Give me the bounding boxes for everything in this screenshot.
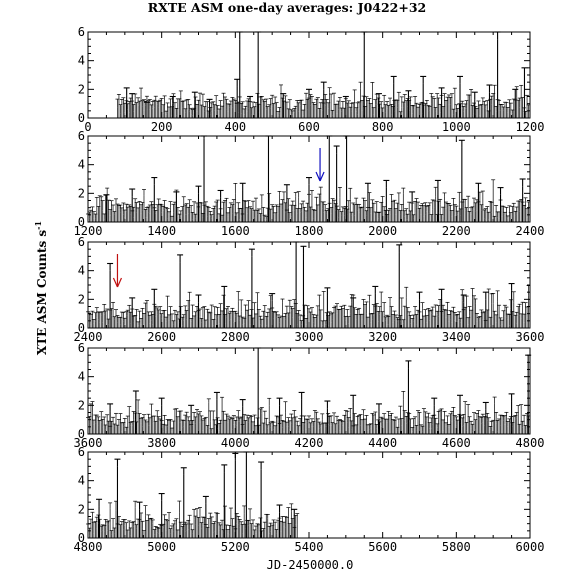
x-tick-label: 2000	[368, 224, 397, 238]
y-tick-label: 4	[78, 264, 85, 278]
panel-3: 2400 2600 2800 3000 3200 3400 3600 0 2 4 6	[74, 235, 545, 344]
arrow-head	[116, 277, 123, 288]
y-tick-label: 0	[78, 427, 85, 441]
data-series	[96, 451, 298, 538]
y-tick-label: 6	[78, 129, 85, 143]
arrow-head	[319, 171, 325, 182]
data-series	[107, 241, 515, 328]
y-tick-label: 0	[78, 111, 85, 125]
y-tick-label: 6	[78, 445, 85, 459]
chart-title: RXTE ASM one-day averages: J0422+32	[148, 0, 426, 15]
panel-4: 3600 3800 4000 4200 4400 4600 4800 0 2 4 6	[74, 341, 545, 450]
y-tick-label: 6	[78, 235, 85, 249]
x-tick-label: 3600	[516, 330, 545, 344]
y-tick-label: 6	[78, 25, 85, 39]
x-tick-label: 4200	[295, 436, 324, 450]
x-tick-label: 5800	[442, 540, 471, 554]
x-tick-label: 1400	[147, 224, 176, 238]
y-tick-label: 4	[78, 474, 85, 488]
panel-frame	[87, 451, 531, 539]
x-tick-label: 4600	[442, 436, 471, 450]
x-tick-label: 1800	[295, 224, 324, 238]
x-tick-label: 4800	[516, 436, 545, 450]
x-tick-label: 800	[372, 120, 394, 134]
y-axis-label: XTE ASM Counts s-1	[33, 221, 49, 355]
y-tick-label: 4	[78, 158, 85, 172]
data-series	[107, 347, 532, 434]
x-tick-label: 5400	[295, 540, 324, 554]
y-tick-label: 4	[78, 54, 85, 68]
data-series	[103, 135, 526, 222]
x-tick-label: 3200	[368, 330, 397, 344]
x-tick-label: 2600	[147, 330, 176, 344]
daily-measurements	[115, 81, 531, 118]
x-tick-label: 600	[298, 120, 320, 134]
x-tick-label: 4800	[74, 540, 103, 554]
arrow-head	[315, 171, 321, 182]
x-tick-label: 2200	[442, 224, 471, 238]
daily-measurements	[86, 500, 300, 538]
arrow-marker	[112, 254, 123, 288]
x-tick-label: 5600	[368, 540, 397, 554]
x-tick-label: 2400	[516, 224, 545, 238]
x-tick-label: 0	[84, 120, 91, 134]
daily-measurements	[86, 179, 531, 222]
x-tick-label: 4000	[221, 436, 250, 450]
daily-measurements	[86, 391, 531, 434]
y-tick-label: 2	[78, 292, 85, 306]
y-tick-label: 0	[78, 215, 85, 229]
data-series	[123, 31, 528, 118]
x-tick-label: 400	[224, 120, 246, 134]
x-tick-label: 5200	[221, 540, 250, 554]
x-tick-label: 2400	[74, 330, 103, 344]
x-tick-label: 1000	[442, 120, 471, 134]
y-tick-label: 2	[78, 398, 85, 412]
x-tick-label: 2800	[221, 330, 250, 344]
x-tick-label: 3600	[74, 436, 103, 450]
x-tick-label: 3000	[295, 330, 324, 344]
x-axis-label: JD-2450000.0	[267, 558, 354, 572]
x-tick-label: 1200	[516, 120, 545, 134]
y-tick-label: 2	[78, 82, 85, 96]
y-tick-label: 2	[78, 502, 85, 516]
y-tick-label: 6	[78, 341, 85, 355]
panel-2: 1200 1400 1600 1800 2000 2200 2400 0 2 4 6	[74, 129, 545, 238]
arrow-marker	[315, 148, 325, 182]
x-tick-label: 200	[151, 120, 173, 134]
x-tick-label: 3400	[442, 330, 471, 344]
y-tick-label: 0	[78, 531, 85, 545]
x-tick-label: 4400	[368, 436, 397, 450]
x-tick-label: 5000	[147, 540, 176, 554]
arrow-head	[112, 277, 119, 288]
y-tick-label: 0	[78, 321, 85, 335]
x-tick-label: 1600	[221, 224, 250, 238]
panel-5: 4800 5000 5200 5400 5600 5800 6000 0 2 4 6	[74, 445, 545, 554]
x-tick-label: 3800	[147, 436, 176, 450]
panel-1: 0 200 400 600 800 1000 1200 0 2 4 6	[78, 25, 545, 134]
x-tick-label: 6000	[516, 540, 545, 554]
x-tick-label: 1200	[74, 224, 103, 238]
y-tick-label: 4	[78, 370, 85, 384]
y-tick-label: 2	[78, 186, 85, 200]
